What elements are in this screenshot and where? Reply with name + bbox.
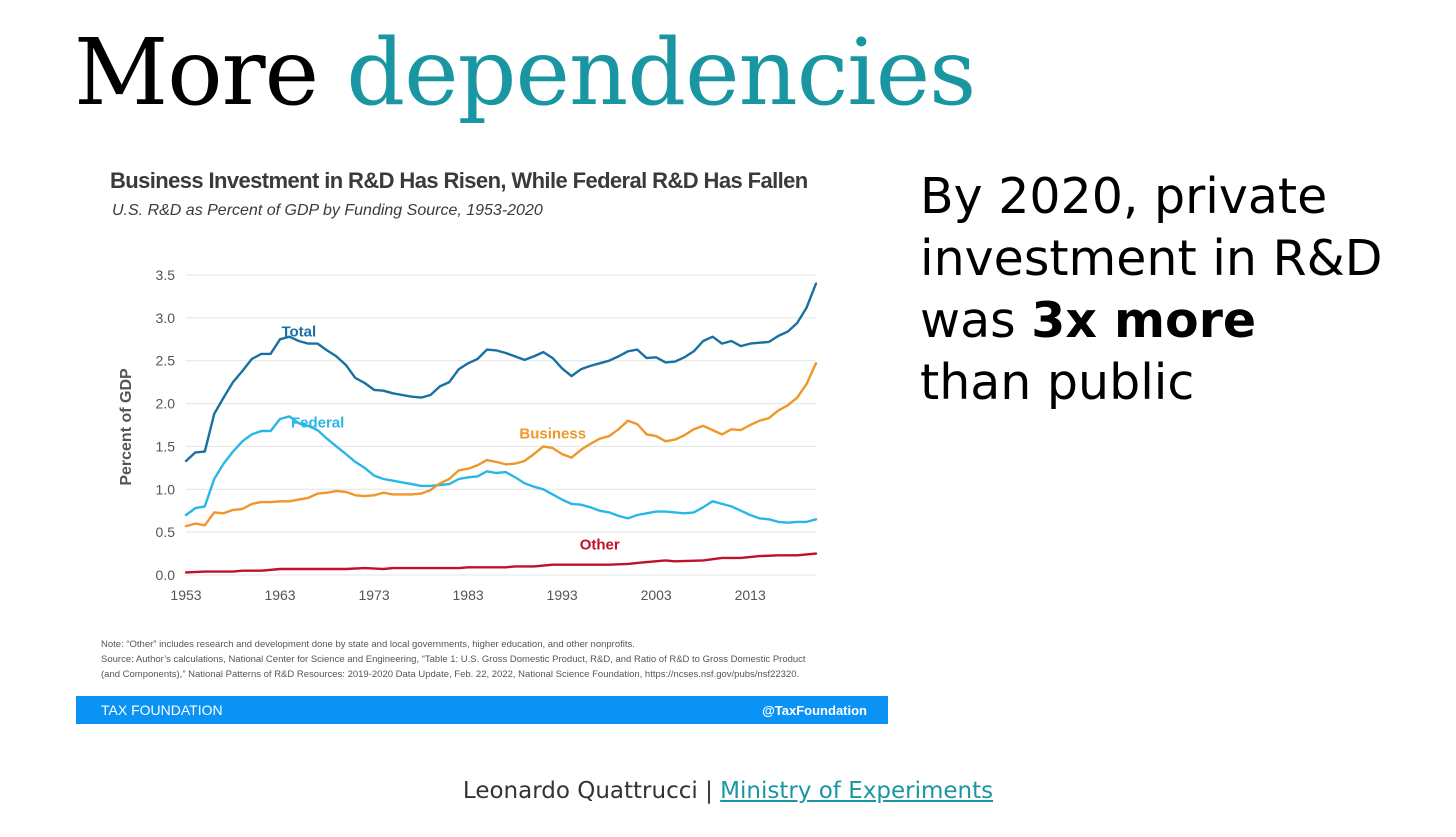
takeaway-line-4: than public bbox=[920, 354, 1195, 411]
takeaway-line-2: investment in R&D bbox=[920, 230, 1383, 287]
credit-link[interactable]: Ministry of Experiments bbox=[720, 778, 994, 804]
line-chart: 0.0 0.5 1.0 1.5 2.0 2.5 3.0 3.5 1953 1963 1973 1983… bbox=[118, 267, 818, 603]
chart-source-line-2: (and Components),” National Patterns of … bbox=[101, 669, 800, 680]
slide-title-word-1: More bbox=[74, 19, 319, 126]
y-tick-label: 3.0 bbox=[156, 310, 176, 326]
series-line-federal bbox=[184, 415, 818, 524]
footer-org-name: TAX FOUNDATION bbox=[101, 702, 223, 718]
x-tick-label: 1963 bbox=[264, 587, 295, 603]
footer-handle: @TaxFoundation bbox=[762, 703, 867, 718]
x-tick-label: 1983 bbox=[453, 587, 484, 603]
y-tick-label: 2.0 bbox=[156, 396, 176, 412]
chart-note: Note: “Other” includes research and deve… bbox=[101, 639, 635, 650]
x-tick-label: 1993 bbox=[547, 587, 578, 603]
takeaway-line-3-prefix: was bbox=[920, 292, 1016, 349]
y-tick-label: 3.5 bbox=[156, 267, 176, 283]
chart-source-line-1: Source: Author’s calculations, National … bbox=[101, 654, 806, 665]
slide-title-word-2: dependencies bbox=[346, 19, 976, 126]
takeaway-emphasis: 3x more bbox=[1031, 292, 1257, 349]
x-tick-label: 1953 bbox=[170, 587, 201, 603]
series-line-business bbox=[184, 362, 818, 528]
chart-title: Business Investment in R&D Has Risen, Wh… bbox=[110, 168, 808, 193]
series-line-other bbox=[184, 552, 818, 574]
y-tick-label: 0.0 bbox=[156, 567, 176, 583]
chart-footer-bar: TAX FOUNDATION @TaxFoundation bbox=[76, 696, 888, 724]
y-axis-label: Percent of GDP bbox=[118, 368, 135, 486]
chart-figure: Business Investment in R&D Has Risen, Wh… bbox=[76, 162, 888, 724]
x-tick-label: 2013 bbox=[735, 587, 766, 603]
series-label-other: Other bbox=[580, 536, 620, 553]
series-label-federal: Federal bbox=[291, 415, 344, 432]
slide-title: More dependencies bbox=[74, 19, 976, 126]
credit-author: Leonardo Quattrucci | bbox=[462, 778, 713, 804]
series-label-total: Total bbox=[281, 324, 316, 341]
series-line-total bbox=[184, 282, 818, 463]
key-takeaway: By 2020, private investment in R&D was 3… bbox=[920, 166, 1440, 414]
y-tick-label: 2.5 bbox=[156, 353, 176, 369]
takeaway-line-1: By 2020, private bbox=[920, 168, 1328, 225]
y-tick-label: 0.5 bbox=[156, 524, 176, 540]
x-tick-label: 2003 bbox=[641, 587, 672, 603]
x-tick-label: 1973 bbox=[358, 587, 389, 603]
y-tick-label: 1.0 bbox=[156, 481, 176, 497]
slide-credit: Leonardo Quattrucci | Ministry of Experi… bbox=[0, 778, 1456, 804]
series-label-business: Business bbox=[519, 426, 586, 443]
y-tick-label: 1.5 bbox=[156, 438, 176, 454]
chart-subtitle: U.S. R&D as Percent of GDP by Funding So… bbox=[112, 202, 543, 219]
